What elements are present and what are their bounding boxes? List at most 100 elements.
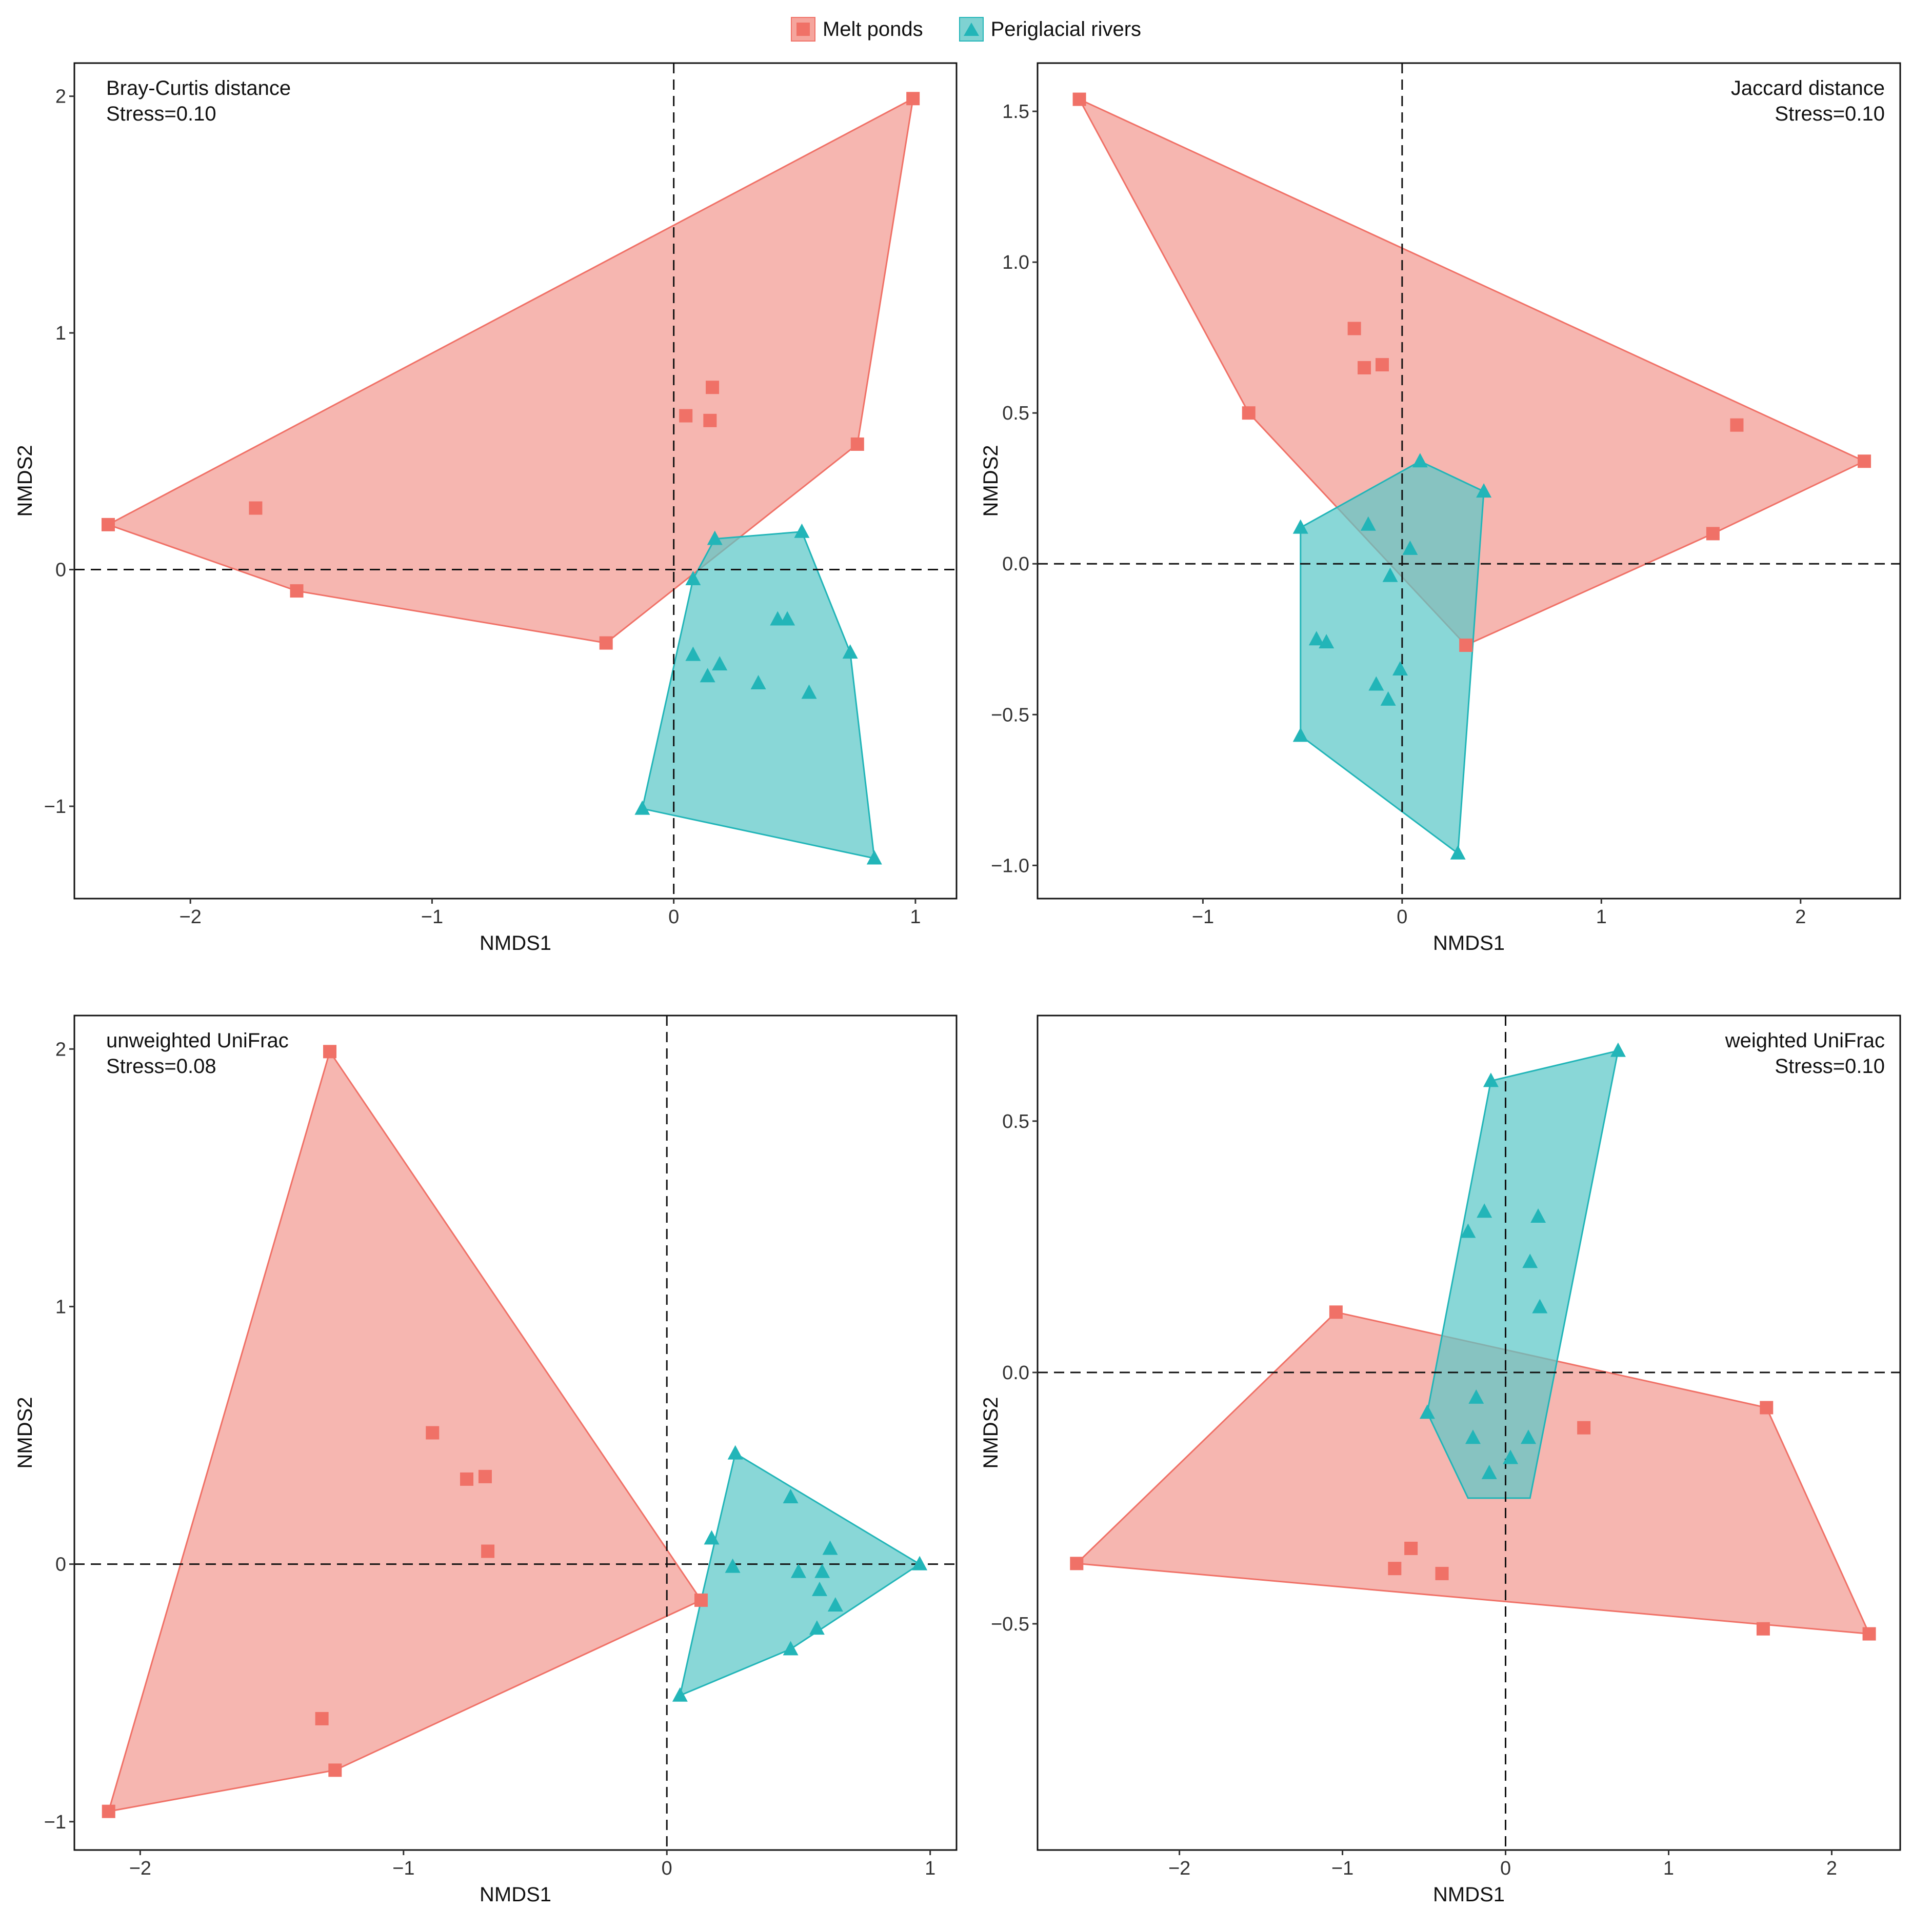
periglacial-rivers-point[interactable] [1481, 1464, 1497, 1479]
periglacial-rivers-point[interactable] [634, 800, 650, 815]
periglacial-rivers-point[interactable] [801, 684, 817, 699]
periglacial-rivers-hull [1300, 460, 1485, 855]
periglacial-rivers-point[interactable] [1465, 1429, 1481, 1444]
melt-ponds-point[interactable] [1435, 1566, 1449, 1580]
periglacial-rivers-point[interactable] [685, 646, 701, 661]
melt-ponds-point[interactable] [315, 1712, 329, 1725]
melt-ponds-point[interactable] [460, 1472, 474, 1486]
melt-ponds-point[interactable] [1242, 406, 1256, 420]
melt-ponds-point[interactable] [703, 413, 717, 427]
periglacial-rivers-point[interactable] [1610, 1042, 1626, 1057]
melt-ponds-point[interactable] [1706, 527, 1720, 541]
periglacial-rivers-point[interactable] [1532, 1299, 1548, 1314]
periglacial-rivers-point[interactable] [672, 1687, 688, 1702]
periglacial-rivers-point[interactable] [790, 1563, 806, 1578]
melt-ponds-point[interactable] [426, 1426, 440, 1440]
periglacial-rivers-point[interactable] [814, 1563, 830, 1578]
periglacial-rivers-point[interactable] [822, 1540, 838, 1555]
periglacial-rivers-point[interactable] [812, 1581, 828, 1596]
melt-ponds-point[interactable] [1347, 322, 1361, 335]
melt-ponds-point[interactable] [1072, 92, 1086, 106]
periglacial-rivers-point[interactable] [1382, 567, 1398, 582]
y-tick-label: −1 [44, 796, 66, 818]
periglacial-rivers-point[interactable] [1476, 483, 1492, 498]
plot-area [74, 1016, 957, 1850]
periglacial-rivers-point[interactable] [1292, 519, 1308, 534]
melt-ponds-point[interactable] [328, 1763, 342, 1777]
melt-ponds-point[interactable] [706, 381, 720, 394]
melt-ponds-point[interactable] [478, 1469, 492, 1483]
periglacial-rivers-point[interactable] [750, 675, 766, 690]
periglacial-rivers-point[interactable] [1319, 634, 1335, 649]
periglacial-rivers-point[interactable] [700, 668, 715, 683]
periglacial-rivers-point[interactable] [707, 530, 723, 545]
periglacial-rivers-point[interactable] [1368, 676, 1384, 691]
melt-ponds-point[interactable] [1760, 1401, 1774, 1415]
melt-ponds-point[interactable] [1459, 639, 1473, 652]
melt-ponds-point[interactable] [1404, 1541, 1418, 1555]
melt-ponds-point[interactable] [599, 636, 613, 650]
melt-ponds-point[interactable] [1388, 1562, 1402, 1576]
melt-ponds-point[interactable] [102, 1804, 115, 1818]
melt-ponds-point[interactable] [1577, 1421, 1591, 1435]
periglacial-rivers-point[interactable] [1468, 1389, 1484, 1404]
periglacial-rivers-point[interactable] [783, 1641, 799, 1656]
periglacial-rivers-point[interactable] [827, 1597, 843, 1612]
y-tick-label: 1.0 [1002, 252, 1029, 273]
y-tick-label: 0.5 [1002, 403, 1029, 424]
periglacial-rivers-point[interactable] [704, 1530, 720, 1545]
periglacial-rivers-point[interactable] [809, 1620, 825, 1635]
x-tick-label: 0 [662, 1858, 672, 1879]
melt-ponds-point[interactable] [1070, 1557, 1084, 1570]
melt-ponds-point[interactable] [694, 1593, 708, 1607]
periglacial-rivers-point[interactable] [1412, 453, 1428, 468]
periglacial-rivers-point[interactable] [1360, 516, 1376, 531]
periglacial-rivers-point[interactable] [794, 523, 810, 538]
x-axis-title: NMDS1 [480, 932, 551, 954]
periglacial-rivers-point[interactable] [780, 611, 795, 626]
periglacial-rivers-point[interactable] [1522, 1254, 1538, 1268]
melt-ponds-point[interactable] [1858, 454, 1871, 468]
melt-ponds-point[interactable] [679, 409, 693, 423]
periglacial-rivers-point[interactable] [1483, 1072, 1499, 1087]
melt-ponds-point[interactable] [323, 1045, 337, 1059]
periglacial-rivers-point[interactable] [866, 850, 882, 865]
periglacial-rivers-point[interactable] [1292, 727, 1308, 742]
periglacial-rivers-point[interactable] [712, 656, 728, 671]
periglacial-rivers-point[interactable] [725, 1558, 741, 1573]
periglacial-rivers-point[interactable] [1392, 661, 1408, 676]
melt-ponds-point[interactable] [1376, 358, 1389, 372]
periglacial-rivers-point[interactable] [1477, 1203, 1492, 1218]
melt-ponds-point[interactable] [1862, 1627, 1876, 1641]
periglacial-rivers-point[interactable] [912, 1556, 928, 1570]
melt-ponds-hull [106, 97, 914, 644]
melt-ponds-point[interactable] [101, 518, 115, 531]
periglacial-rivers-point[interactable] [1530, 1208, 1546, 1223]
legend-item-periglacial-rivers[interactable]: Periglacial rivers [959, 17, 1141, 42]
periglacial-rivers-point[interactable] [783, 1489, 799, 1504]
y-tick-label: 2 [55, 1039, 66, 1060]
periglacial-rivers-point[interactable] [727, 1445, 743, 1460]
periglacial-rivers-point[interactable] [842, 644, 858, 659]
periglacial-rivers-point[interactable] [1402, 540, 1418, 555]
periglacial-rivers-point[interactable] [1460, 1223, 1476, 1238]
melt-ponds-point[interactable] [1358, 361, 1371, 374]
melt-ponds-point[interactable] [906, 92, 920, 106]
melt-ponds-point[interactable] [249, 501, 263, 515]
melt-ponds-point[interactable] [1756, 1622, 1770, 1636]
melt-ponds-point[interactable] [1730, 418, 1744, 432]
periglacial-rivers-point[interactable] [685, 571, 701, 586]
melt-ponds-point[interactable] [1329, 1305, 1343, 1319]
legend-item-melt-ponds[interactable]: Melt ponds [790, 17, 923, 42]
periglacial-rivers-point[interactable] [770, 611, 786, 626]
periglacial-rivers-point[interactable] [1450, 845, 1466, 860]
periglacial-rivers-point[interactable] [1308, 631, 1324, 646]
periglacial-rivers-point[interactable] [1380, 691, 1396, 706]
melt-ponds-point[interactable] [481, 1544, 495, 1558]
melt-ponds-point[interactable] [850, 437, 864, 451]
periglacial-rivers-point[interactable] [1521, 1429, 1537, 1444]
periglacial-rivers-point[interactable] [1503, 1449, 1519, 1464]
y-tick-label: −1 [44, 1812, 66, 1833]
melt-ponds-point[interactable] [290, 584, 304, 598]
periglacial-rivers-point[interactable] [1419, 1404, 1435, 1419]
